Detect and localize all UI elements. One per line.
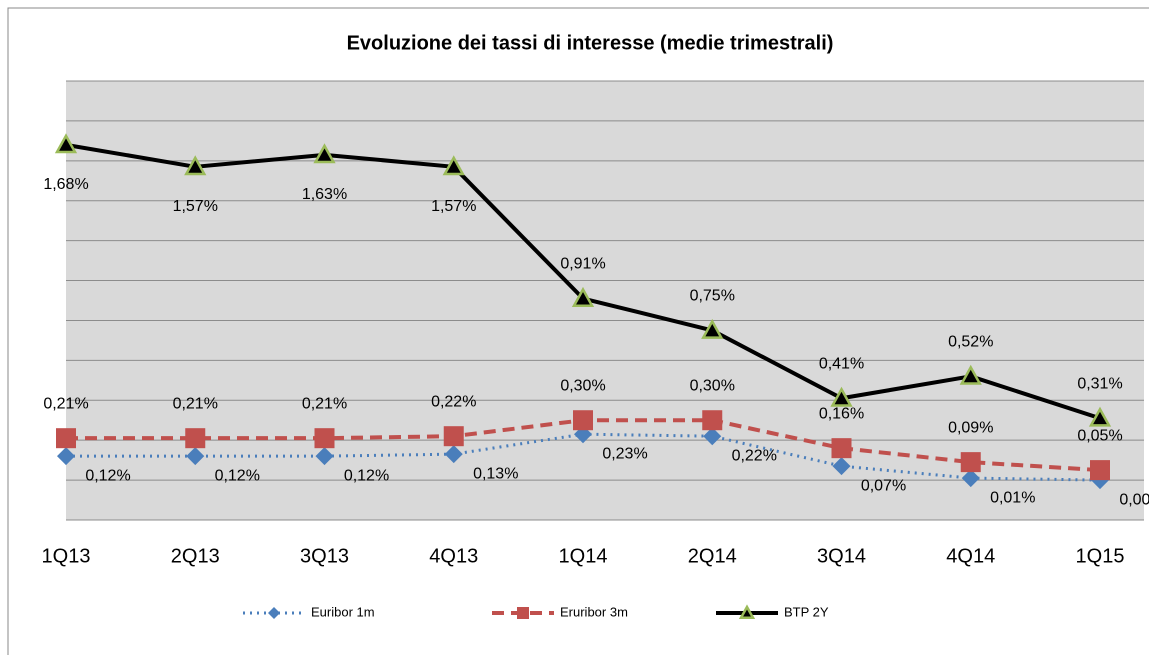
marker	[832, 457, 851, 476]
data-label: 0,13%	[473, 465, 518, 482]
marker	[443, 426, 464, 447]
data-label: 0,09%	[948, 419, 993, 436]
marker	[186, 447, 205, 466]
data-label: 0,41%	[819, 355, 864, 372]
x-tick-label: 4Q13	[429, 545, 478, 567]
marker	[56, 428, 76, 449]
data-label: 0,21%	[302, 395, 347, 412]
marker	[960, 452, 981, 473]
data-label: 0,07%	[861, 477, 906, 494]
marker	[830, 386, 853, 407]
marker	[702, 410, 723, 431]
data-label: 0,12%	[215, 467, 260, 484]
data-label: 0,01%	[990, 489, 1035, 506]
data-label: 0,31%	[1077, 375, 1122, 392]
legend-label: BTP 2Y	[784, 604, 829, 619]
data-label: 0,00%	[1119, 491, 1149, 508]
marker	[738, 604, 756, 620]
marker	[571, 286, 595, 307]
data-label: 1,68%	[43, 176, 88, 193]
x-tick-label: 4Q14	[946, 545, 995, 567]
marker	[961, 469, 980, 488]
marker	[184, 155, 207, 176]
data-label: 0,05%	[1077, 427, 1122, 444]
data-label: 0,22%	[732, 447, 777, 464]
data-label: 0,21%	[173, 395, 218, 412]
marker	[57, 447, 75, 466]
data-label: 0,21%	[43, 395, 88, 412]
data-label: 0,16%	[819, 405, 864, 422]
marker	[313, 143, 336, 164]
data-label: 0,52%	[948, 334, 993, 351]
plot-area	[66, 81, 1144, 520]
x-tick-label: 2Q13	[171, 545, 220, 567]
x-tick-label: 2Q14	[688, 545, 737, 567]
data-label: 0,30%	[690, 377, 735, 394]
marker	[315, 447, 334, 466]
marker	[444, 445, 463, 464]
data-label: 0,91%	[560, 256, 605, 273]
marker	[517, 607, 529, 619]
data-label: 0,12%	[85, 467, 130, 484]
marker	[703, 427, 722, 446]
data-label: 1,63%	[302, 186, 347, 203]
marker	[268, 607, 280, 619]
x-tick-label: 1Q15	[1076, 545, 1125, 567]
marker	[54, 133, 78, 154]
data-label: 0,75%	[690, 288, 735, 305]
marker	[185, 428, 206, 449]
marker	[701, 318, 724, 339]
data-label: 0,23%	[602, 445, 647, 462]
marker	[1090, 460, 1110, 481]
marker	[959, 364, 982, 385]
x-tick-label: 1Q13	[42, 545, 91, 567]
data-label: 1,57%	[431, 198, 476, 215]
marker	[831, 438, 852, 459]
marker	[442, 155, 465, 176]
data-label: 0,22%	[431, 393, 476, 410]
marker	[1088, 406, 1112, 427]
marker	[573, 410, 593, 431]
chart-title: Evoluzione dei tassi di interesse (medie…	[347, 32, 834, 54]
data-label: 0,30%	[560, 377, 605, 394]
x-tick-label: 3Q13	[300, 545, 349, 567]
data-label: 1,57%	[173, 198, 218, 215]
legend-label: Eruribor 3m	[560, 604, 628, 619]
data-label: 0,12%	[344, 467, 389, 484]
marker	[314, 428, 335, 449]
x-tick-label: 1Q14	[559, 545, 608, 567]
legend-label: Euribor 1m	[311, 604, 375, 619]
x-tick-label: 3Q14	[817, 545, 866, 567]
